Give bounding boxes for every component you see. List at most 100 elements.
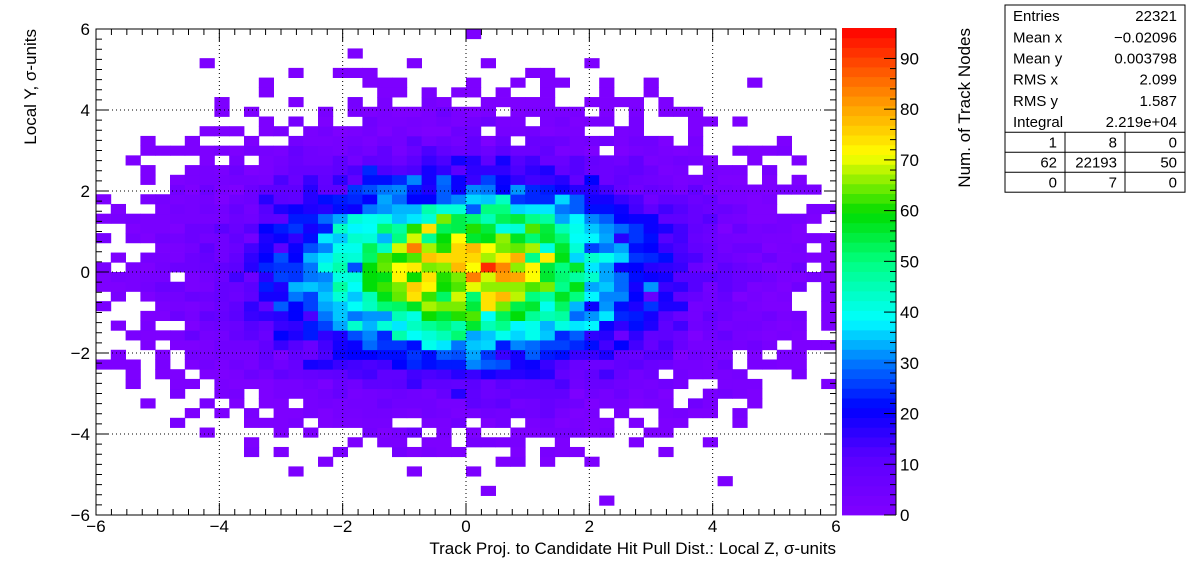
heatmap-cell (347, 203, 363, 215)
heatmap-cell (554, 291, 570, 302)
heatmap-cell (214, 320, 230, 331)
heatmap-cell (318, 155, 334, 166)
heatmap-cell (392, 135, 408, 147)
heatmap-cell (229, 155, 245, 166)
heatmap-cell (821, 378, 837, 390)
heatmap-cell (599, 165, 615, 176)
heatmap-cell (406, 242, 422, 253)
heatmap-cell (643, 174, 659, 185)
heatmap-cell (495, 417, 511, 428)
heatmap-cell (643, 369, 659, 380)
heatmap-cell (451, 184, 467, 195)
heatmap-cell (184, 262, 200, 273)
heatmap-cell (466, 369, 482, 380)
heatmap-cell (318, 106, 334, 117)
heatmap-cell (214, 359, 230, 370)
heatmap-cell (717, 369, 733, 380)
heatmap-cell (599, 97, 615, 108)
heatmap-cell (199, 223, 215, 234)
heatmap-cell (614, 349, 630, 360)
heatmap-cell (791, 242, 807, 253)
heatmap-cell (199, 58, 215, 69)
heatmap-cell (569, 340, 585, 351)
heatmap-cell (244, 369, 260, 380)
heatmap-cell (673, 203, 689, 215)
heatmap-cell (540, 369, 556, 380)
heatmap-cell (140, 223, 156, 234)
heatmap-cell (199, 291, 215, 302)
heatmap-cell (392, 242, 408, 253)
heatmap-cell (628, 165, 644, 176)
heatmap-cell (525, 378, 541, 390)
heatmap-cell (377, 116, 393, 127)
heatmap-cell (303, 145, 319, 156)
heatmap-cell (318, 165, 334, 176)
heatmap-cell (170, 194, 186, 205)
heatmap-cell (480, 437, 496, 448)
heatmap-cell (406, 116, 422, 127)
heatmap-cell (155, 301, 171, 312)
heatmap-cell (406, 155, 422, 166)
heatmap-cell (347, 106, 363, 117)
heatmap-cell (110, 359, 126, 370)
heatmap-cell (170, 174, 186, 185)
palette-segment (842, 96, 896, 107)
heatmap-cell (643, 242, 659, 253)
heatmap-cell (584, 155, 600, 166)
heatmap-cell (184, 213, 200, 224)
z-axis-title: Num. of Track Nodes (955, 28, 974, 188)
heatmap-cell (451, 252, 467, 263)
heatmap-cell (540, 116, 556, 127)
heatmap-cell (717, 320, 733, 331)
heatmap-cell (451, 203, 467, 215)
heatmap-cell (436, 437, 452, 448)
heatmap-cell (554, 77, 570, 88)
heatmap-cell (436, 301, 452, 312)
heatmap-cell (747, 301, 763, 312)
heatmap-cell (244, 223, 260, 234)
heatmap-cell (480, 272, 496, 283)
overflow-cell: 22193 (1075, 155, 1117, 172)
heatmap-cell (776, 310, 792, 321)
heatmap-cell (229, 330, 245, 341)
heatmap-cell (392, 320, 408, 331)
heatmap-cell (510, 126, 526, 137)
heatmap-cell (273, 359, 289, 370)
overflow-cell: 1 (1049, 135, 1057, 152)
heatmap-cell (554, 320, 570, 331)
heatmap-cell (273, 369, 289, 380)
heatmap-cell (495, 340, 511, 351)
heatmap-cell (510, 359, 526, 370)
heatmap-cell (170, 388, 186, 399)
heatmap-cell (406, 194, 422, 205)
heatmap-cell (229, 262, 245, 273)
heatmap-cell (392, 77, 408, 88)
heatmap-cell (362, 155, 378, 166)
heatmap-cell (717, 349, 733, 360)
heatmap-cell (377, 301, 393, 312)
heatmap-cell (436, 291, 452, 302)
heatmap-cell (406, 446, 422, 458)
heatmap-cell (569, 155, 585, 166)
palette-segment (842, 76, 896, 87)
heatmap-cell (451, 194, 467, 205)
heatmap-cell (273, 233, 289, 244)
heatmap-cell (643, 398, 659, 409)
heatmap-cell (821, 301, 837, 312)
heatmap-cell (451, 272, 467, 283)
heatmap-cell (510, 252, 526, 263)
heatmap-cell (702, 437, 718, 448)
heatmap-cell (732, 301, 748, 312)
heatmap-cell (258, 242, 274, 253)
heatmap-cell (421, 106, 437, 117)
heatmap-cell (332, 330, 348, 341)
heatmap-cell (702, 388, 718, 399)
heatmap-cell (495, 437, 511, 448)
palette-segment (842, 359, 896, 370)
heatmap-cell (377, 262, 393, 273)
heatmap-cell (525, 155, 541, 166)
heatmap-cell (614, 165, 630, 176)
heatmap-cell (140, 135, 156, 147)
heatmap-cell (199, 262, 215, 273)
heatmap-cell (732, 213, 748, 224)
